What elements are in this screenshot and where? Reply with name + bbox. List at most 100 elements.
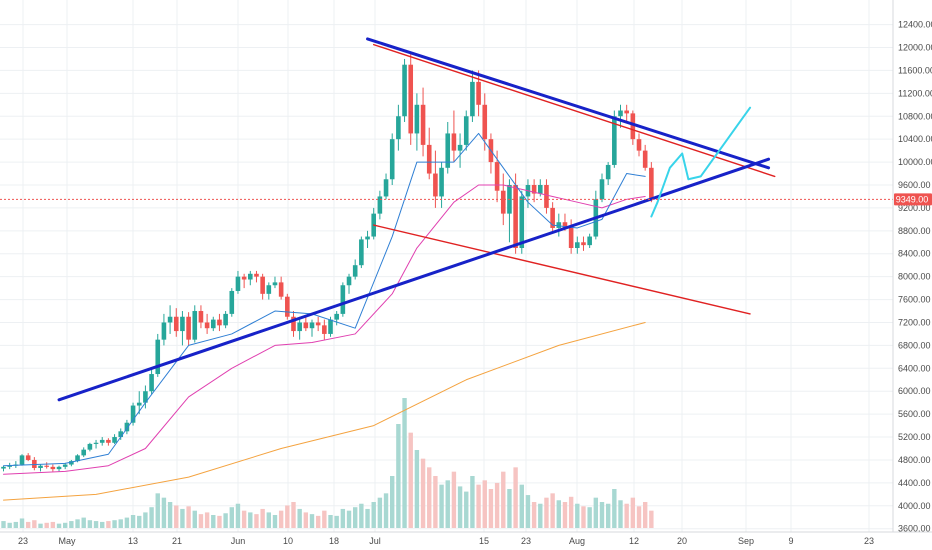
volume-bar bbox=[118, 519, 123, 528]
volume-bar bbox=[63, 522, 68, 528]
price-axis[interactable]: 12400.00 12000.00 11600.00 11200.00 10800.00… bbox=[898, 20, 932, 534]
volume-bar bbox=[636, 506, 642, 528]
candle-body bbox=[210, 319, 216, 329]
volume-bar bbox=[513, 467, 518, 528]
volume-bar bbox=[254, 514, 259, 528]
candle-body bbox=[649, 167, 654, 200]
candle-body bbox=[192, 311, 198, 340]
volume-bar bbox=[69, 521, 74, 528]
candle-body bbox=[328, 319, 333, 334]
candle-body bbox=[180, 316, 185, 332]
candle-body bbox=[217, 319, 222, 326]
y-tick-label: 8800.00 bbox=[898, 226, 931, 236]
volume-bar bbox=[587, 507, 592, 528]
candle-body bbox=[62, 464, 68, 467]
candle-body bbox=[470, 81, 475, 117]
volume-bar bbox=[124, 517, 130, 528]
candle-body bbox=[278, 282, 284, 297]
y-tick-label: 10800.00 bbox=[898, 111, 932, 121]
volume-bar bbox=[599, 502, 605, 528]
volume-bar bbox=[365, 508, 370, 528]
candle-body bbox=[599, 179, 605, 200]
candle-body bbox=[433, 173, 438, 197]
volume-bar bbox=[581, 506, 586, 528]
volume-bar bbox=[192, 510, 197, 528]
volume-bar bbox=[562, 502, 568, 528]
candle-body bbox=[463, 116, 469, 145]
x-tick-label: Aug bbox=[569, 536, 585, 546]
volume-bar bbox=[334, 515, 339, 528]
volume-bar bbox=[211, 515, 216, 528]
blue-upper-trend-line bbox=[366, 37, 771, 170]
volume-bar bbox=[248, 512, 253, 528]
candle-body bbox=[340, 285, 346, 314]
candle-body bbox=[69, 461, 74, 465]
volume-bar bbox=[377, 497, 383, 528]
y-tick-label: 4000.00 bbox=[898, 501, 931, 511]
candle-body bbox=[161, 322, 167, 340]
volume-bar bbox=[464, 491, 469, 528]
y-tick-label: 3600.00 bbox=[898, 524, 931, 534]
candle-body bbox=[618, 110, 623, 117]
x-tick-label: 9 bbox=[788, 536, 793, 546]
volume-bar bbox=[7, 522, 12, 528]
volume-bar bbox=[445, 480, 450, 528]
volume-bar bbox=[482, 480, 487, 528]
volume-bar bbox=[143, 512, 148, 528]
volume-bar bbox=[457, 486, 463, 528]
projection-line bbox=[650, 106, 752, 218]
volume-bar bbox=[612, 489, 617, 528]
volume-bar bbox=[538, 503, 543, 528]
y-tick-label: 4400.00 bbox=[898, 478, 931, 488]
y-tick-label: 6800.00 bbox=[898, 340, 931, 350]
candle-body bbox=[365, 236, 370, 240]
candle-body bbox=[198, 311, 204, 323]
x-tick-label: 23 bbox=[864, 536, 874, 546]
volume-bar bbox=[556, 500, 561, 528]
volume-bar bbox=[390, 476, 395, 528]
volume-bar bbox=[402, 398, 407, 528]
volume-bar bbox=[352, 507, 358, 528]
candle-body bbox=[75, 455, 80, 462]
candle-body bbox=[1, 466, 6, 469]
volume-bar bbox=[149, 507, 154, 528]
volume-bar bbox=[618, 500, 623, 528]
candle-body bbox=[56, 466, 62, 470]
candle-body bbox=[173, 316, 179, 332]
candle-body bbox=[25, 455, 31, 460]
candle-body bbox=[408, 64, 414, 134]
x-tick-label: 23 bbox=[521, 536, 531, 546]
x-tick-label: Jul bbox=[369, 536, 381, 546]
volume-bar bbox=[13, 521, 19, 528]
candle-body bbox=[587, 236, 592, 246]
candle-body bbox=[451, 133, 457, 151]
time-axis[interactable]: 23 May 13 21 Jun 10 18 Jul 15 23 Aug 12 20 Sep 9 23 bbox=[18, 536, 874, 546]
volume-bar bbox=[278, 510, 284, 528]
red-upper-trend-line bbox=[373, 43, 776, 178]
candle-body bbox=[426, 144, 432, 174]
volume-bar bbox=[575, 503, 580, 528]
red-lower-trend-line bbox=[373, 224, 751, 315]
candle-body bbox=[291, 316, 296, 332]
volume-bar bbox=[470, 476, 475, 528]
volume-bar bbox=[494, 482, 500, 528]
volume-bar bbox=[309, 514, 315, 528]
candle-body bbox=[352, 265, 358, 277]
volume-bar bbox=[44, 522, 49, 528]
candle-body bbox=[476, 81, 481, 105]
candle-body bbox=[402, 64, 407, 117]
y-tick-label: 4800.00 bbox=[898, 455, 931, 465]
grid bbox=[0, 0, 893, 532]
candle-body bbox=[149, 374, 154, 392]
volume-bar bbox=[56, 523, 62, 528]
volume-bar bbox=[593, 497, 599, 528]
candle-body bbox=[315, 322, 321, 326]
candle-body bbox=[93, 442, 99, 444]
candle-body bbox=[124, 422, 130, 432]
projection-path bbox=[650, 106, 752, 218]
candle-body bbox=[630, 113, 636, 140]
candle-body bbox=[414, 104, 420, 134]
candle-body bbox=[297, 322, 302, 332]
candle-body bbox=[112, 437, 117, 443]
